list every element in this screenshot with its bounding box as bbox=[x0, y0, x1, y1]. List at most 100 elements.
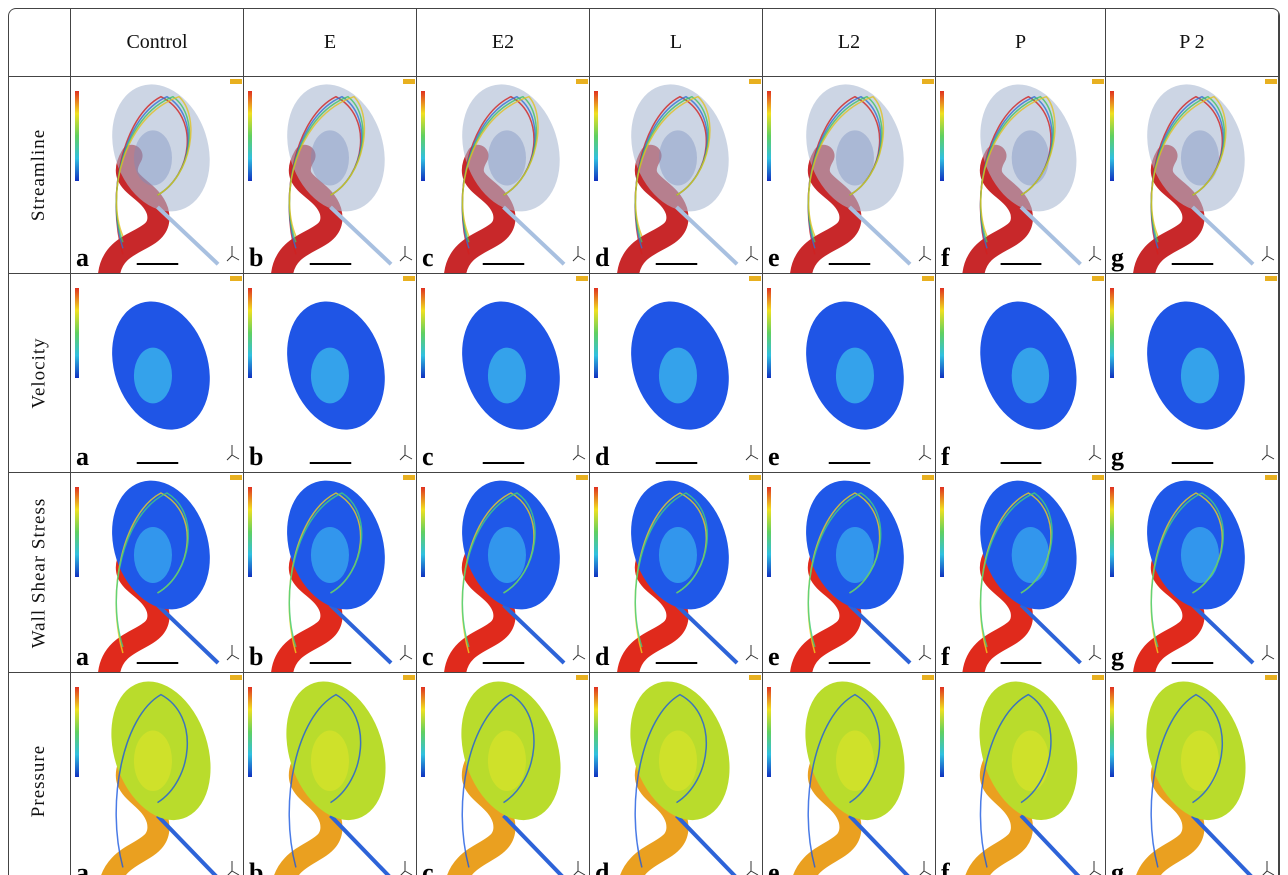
image-panel: a bbox=[71, 77, 244, 274]
color-legend bbox=[594, 687, 598, 777]
flow-region bbox=[311, 130, 349, 185]
simulation-image bbox=[1106, 473, 1279, 673]
panel-letter: c bbox=[422, 642, 434, 672]
flow-region bbox=[311, 527, 349, 583]
panel-letter: d bbox=[595, 442, 609, 472]
panel-letter: a bbox=[76, 642, 89, 672]
color-legend bbox=[594, 91, 598, 181]
column-title: P 2 bbox=[1179, 31, 1204, 54]
color-legend bbox=[421, 288, 425, 378]
simulation-image bbox=[590, 473, 763, 673]
flow-region bbox=[134, 130, 172, 185]
logo bbox=[922, 475, 934, 480]
logo bbox=[403, 79, 415, 84]
flow-region bbox=[1181, 527, 1219, 583]
logo bbox=[230, 475, 242, 480]
branch bbox=[331, 816, 392, 875]
row-header: Pressure bbox=[9, 673, 71, 875]
color-legend bbox=[75, 91, 79, 181]
branch bbox=[331, 207, 392, 264]
column-header: L bbox=[590, 9, 763, 77]
color-legend bbox=[940, 91, 944, 181]
branch bbox=[504, 605, 565, 663]
logo bbox=[230, 675, 242, 680]
simulation-image bbox=[763, 673, 936, 875]
simulation-image bbox=[936, 673, 1106, 875]
simulation-image bbox=[417, 77, 590, 274]
row-header: Streamline bbox=[9, 77, 71, 274]
panel-letter: b bbox=[249, 858, 263, 875]
axis-triad bbox=[1089, 246, 1101, 261]
branch bbox=[331, 605, 392, 663]
logo bbox=[749, 79, 761, 84]
image-panel: a bbox=[71, 473, 244, 673]
axis-triad bbox=[1262, 861, 1274, 875]
panel-letter: b bbox=[249, 642, 263, 672]
simulation-image bbox=[763, 274, 936, 473]
image-panel: e bbox=[763, 77, 936, 274]
simulation-image bbox=[244, 473, 417, 673]
axis-triad bbox=[746, 645, 758, 660]
simulation-image bbox=[71, 473, 244, 673]
image-panel: b bbox=[244, 274, 417, 473]
panel-letter: c bbox=[422, 243, 434, 273]
flow-region bbox=[134, 731, 172, 791]
row-header: Velocity bbox=[9, 274, 71, 473]
simulation-image bbox=[763, 77, 936, 274]
axis-triad bbox=[919, 445, 931, 460]
row-title: Streamline bbox=[29, 129, 51, 221]
flow-region bbox=[1012, 731, 1049, 791]
axis-triad bbox=[1089, 645, 1101, 660]
branch bbox=[677, 816, 738, 875]
branch bbox=[850, 605, 911, 663]
simulation-image bbox=[1106, 673, 1279, 875]
logo bbox=[749, 276, 761, 281]
column-title: L2 bbox=[838, 31, 860, 54]
logo bbox=[230, 79, 242, 84]
simulation-image bbox=[417, 473, 590, 673]
panel-letter: g bbox=[1111, 642, 1124, 672]
flow-region bbox=[134, 527, 172, 583]
color-legend bbox=[421, 487, 425, 577]
color-legend bbox=[767, 288, 771, 378]
row-title: Wall Shear Stress bbox=[29, 497, 51, 648]
row-title: Pressure bbox=[29, 744, 51, 816]
image-panel: d bbox=[590, 77, 763, 274]
image-panel: b bbox=[244, 673, 417, 875]
color-legend bbox=[421, 687, 425, 777]
axis-triad bbox=[746, 445, 758, 460]
logo bbox=[1265, 79, 1277, 84]
column-title: P bbox=[1015, 31, 1026, 54]
axis-triad bbox=[1262, 246, 1274, 261]
color-legend bbox=[75, 487, 79, 577]
column-title: E bbox=[324, 31, 336, 54]
column-title: Control bbox=[126, 31, 187, 54]
image-panel: c bbox=[417, 274, 590, 473]
panel-letter: g bbox=[1111, 243, 1124, 273]
flow-region bbox=[311, 348, 349, 404]
logo bbox=[576, 276, 588, 281]
axis-triad bbox=[746, 861, 758, 875]
column-header: E2 bbox=[417, 9, 590, 77]
logo bbox=[922, 79, 934, 84]
panel-letter: c bbox=[422, 442, 434, 472]
flow-region bbox=[488, 527, 526, 583]
color-legend bbox=[594, 487, 598, 577]
logo bbox=[403, 276, 415, 281]
image-panel: e bbox=[763, 274, 936, 473]
axis-triad bbox=[1262, 445, 1274, 460]
branch bbox=[1021, 207, 1081, 264]
axis-triad bbox=[1089, 861, 1101, 875]
image-panel: e bbox=[763, 673, 936, 875]
flow-region bbox=[488, 348, 526, 404]
image-panel: f bbox=[936, 673, 1106, 875]
axis-triad bbox=[919, 246, 931, 261]
branch bbox=[158, 605, 219, 663]
image-panel: a bbox=[71, 673, 244, 875]
corner-cell bbox=[9, 9, 71, 77]
branch bbox=[850, 207, 911, 264]
simulation-image bbox=[936, 77, 1106, 274]
image-panel: f bbox=[936, 274, 1106, 473]
flow-region bbox=[659, 348, 697, 404]
